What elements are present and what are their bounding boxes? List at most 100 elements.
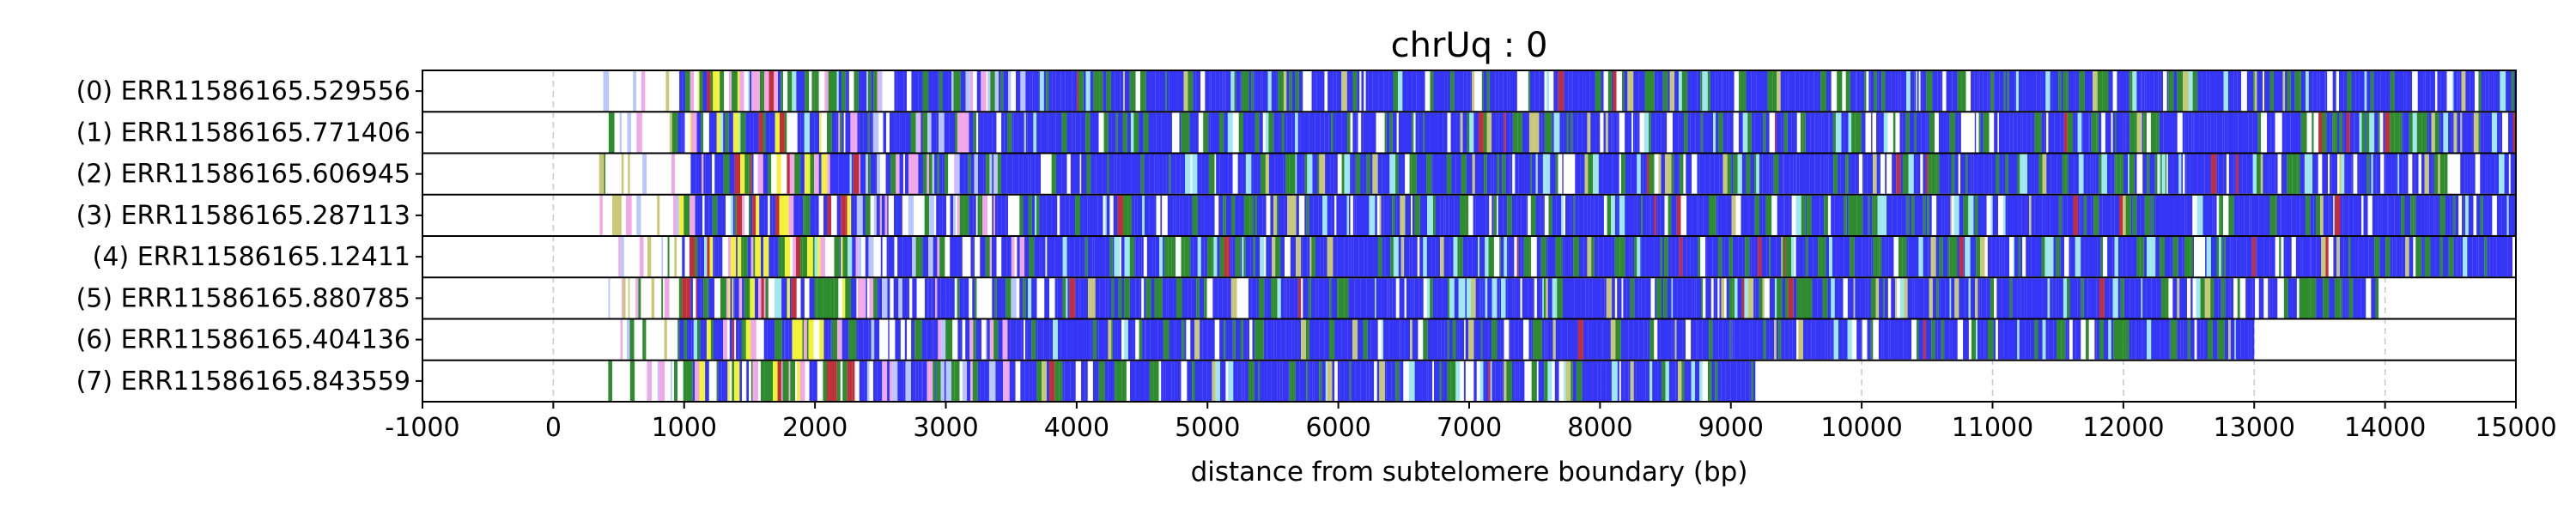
read-segment (1179, 195, 1183, 235)
read-segment (1815, 319, 1822, 360)
read-segment (2129, 278, 2136, 318)
read-segment (2379, 112, 2384, 153)
read-segment (703, 278, 708, 318)
read-segment (1664, 237, 1668, 277)
read-segment (1897, 278, 1900, 318)
read-segment (2177, 278, 2180, 318)
read-segment (800, 154, 805, 194)
read-segment (2412, 154, 2415, 194)
read-segment (2239, 195, 2245, 235)
read-segment (1243, 195, 1250, 235)
read-segment (1578, 195, 1584, 235)
read-segment (1400, 237, 1405, 277)
read-segment (2437, 71, 2441, 112)
read-segment (1052, 112, 1056, 153)
read-segment (1030, 71, 1033, 112)
read-segment (1009, 360, 1016, 401)
read-segment (1075, 278, 1079, 318)
read-segment (2334, 278, 2341, 318)
read-segment (1573, 195, 1576, 235)
read-segment (1724, 237, 1729, 277)
read-segment (1241, 71, 1244, 112)
read-segment (1493, 237, 1500, 277)
read-segment (1793, 154, 1796, 194)
read-segment (1789, 154, 1794, 194)
read-segment (2324, 71, 2326, 112)
read-segment (1820, 195, 1825, 235)
read-segment (1567, 319, 1571, 360)
read-segment (714, 112, 717, 153)
read-segment (2171, 195, 2176, 235)
read-segment (1400, 360, 1404, 401)
read-segment (885, 154, 891, 194)
read-segment (2465, 71, 2470, 112)
read-segment (1927, 195, 1929, 235)
read-segment (1996, 319, 1998, 360)
read-segment (1531, 360, 1537, 401)
read-segment (1206, 278, 1213, 318)
read-segment (1296, 237, 1302, 277)
read-segment (2136, 237, 2141, 277)
read-segment (1003, 360, 1006, 401)
read-segment (2363, 195, 2368, 235)
read-segment (1098, 360, 1105, 401)
read-segment (2228, 319, 2231, 360)
read-segment (1057, 278, 1063, 318)
read-segment (1024, 319, 1025, 360)
read-segment (862, 195, 866, 235)
read-segment (2341, 154, 2345, 194)
read-segment (1045, 237, 1048, 277)
read-segment (1333, 71, 1337, 112)
read-segment (1206, 360, 1212, 401)
read-segment (1201, 154, 1206, 194)
read-segment (2506, 71, 2512, 112)
read-segment (2144, 71, 2147, 112)
read-segment (1673, 319, 1675, 360)
read-segment (1570, 112, 1573, 153)
read-segment (1863, 319, 1868, 360)
read-segment (2200, 319, 2204, 360)
read-segment (2168, 71, 2174, 112)
read-segment (1500, 360, 1503, 401)
read-segment (843, 112, 846, 153)
read-segment (996, 237, 1002, 277)
read-segment (732, 360, 734, 401)
read-segment (1856, 71, 1857, 112)
read-segment (1916, 319, 1919, 360)
read-segment (1726, 195, 1732, 235)
read-segment (751, 71, 756, 112)
read-segment (2513, 71, 2516, 112)
read-segment (845, 319, 849, 360)
read-segment (1596, 319, 1603, 360)
read-segment (809, 71, 812, 112)
read-segment (1025, 278, 1029, 318)
read-segment (953, 71, 957, 112)
read-segment (716, 112, 721, 153)
read-segment (2330, 195, 2334, 235)
read-segment (2099, 278, 2105, 318)
read-segment (1279, 112, 1282, 153)
read-segment (1751, 112, 1755, 153)
read-segment (1587, 195, 1591, 235)
read-segment (1569, 154, 1576, 194)
read-segment (1595, 71, 1601, 112)
read-segment (1986, 278, 1990, 318)
read-segment (1678, 112, 1681, 153)
read-segment (929, 154, 933, 194)
read-segment (709, 154, 713, 194)
read-segment (1719, 154, 1723, 194)
read-segment (1613, 71, 1617, 112)
read-segment (1826, 237, 1830, 277)
read-segment (1090, 112, 1096, 153)
read-segment (2456, 237, 2458, 277)
read-segment (1463, 360, 1466, 401)
read-segment (1728, 319, 1730, 360)
read-segment (1965, 237, 1971, 277)
read-segment (1939, 237, 1943, 277)
read-segment (1991, 237, 1996, 277)
read-segment (1442, 360, 1443, 401)
read-segment (1374, 319, 1378, 360)
read-segment (1722, 237, 1725, 277)
read-segment (1015, 360, 1021, 401)
read-label: (3) ERR11586165.287113 (76, 201, 410, 231)
